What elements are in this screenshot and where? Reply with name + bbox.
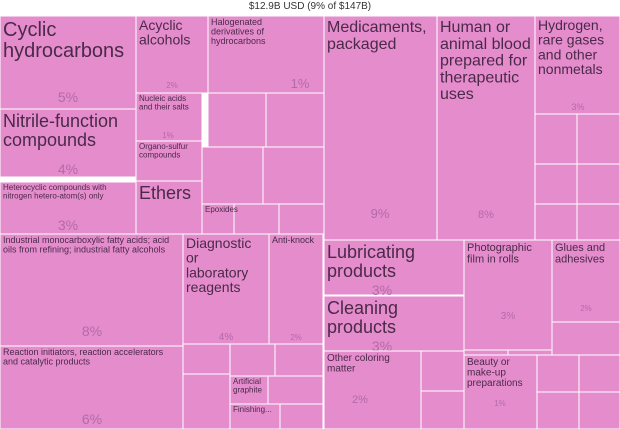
cell-percent: 1%: [291, 76, 310, 91]
cell-label: Reaction initiators, reaction accelerato…: [3, 347, 164, 366]
cell-label: Organo-sulfur compounds: [139, 142, 188, 159]
cell-percent: 5%: [58, 89, 78, 105]
cell-label: Finishing...: [233, 405, 272, 414]
cell-percent: 4%: [58, 161, 78, 177]
treemap-cell[interactable]: [534, 203, 578, 241]
cell-percent: 1%: [494, 399, 506, 408]
cell-percent: 2%: [166, 81, 178, 90]
treemap-cell[interactable]: [578, 354, 620, 393]
cell-label: Epoxides: [205, 205, 238, 214]
treemap-cell[interactable]: [274, 343, 324, 377]
cell-percent: 3%: [571, 102, 584, 112]
cell-label: Ethers: [139, 183, 191, 203]
treemap-cell[interactable]: [323, 239, 465, 296]
cell-label: Hydrogen, rare gases and other nonmetals: [538, 17, 604, 77]
treemap-cell[interactable]: [135, 180, 203, 235]
treemap-cell[interactable]: [323, 350, 422, 429]
treemap-cell[interactable]: [268, 233, 324, 345]
cell-percent: 3%: [58, 217, 78, 233]
cell-label: Acyclic alcohols: [139, 17, 190, 48]
cell-label: Cyclic hydrocarbons: [3, 19, 124, 62]
treemap-cell[interactable]: [420, 350, 465, 392]
cell-label: Industrial monocarboxylic fatty acids; a…: [3, 235, 169, 254]
treemap-cell[interactable]: [463, 349, 509, 356]
treemap: Cyclic hydrocarbons 5% Acyclic alcohols 2% Hal…: [0, 15, 620, 429]
treemap-cell[interactable]: [578, 391, 620, 429]
treemap-cell[interactable]: [536, 354, 580, 393]
treemap-cell[interactable]: [0, 345, 184, 429]
treemap-cell[interactable]: [576, 163, 620, 205]
treemap-cell[interactable]: [0, 15, 137, 110]
treemap-cell[interactable]: [201, 146, 264, 205]
cell-label: Diagnostic or laboratory reagents: [186, 235, 251, 295]
treemap-cell[interactable]: [182, 343, 231, 375]
treemap-cell[interactable]: [229, 403, 281, 429]
treemap-cell[interactable]: [551, 239, 620, 323]
cell-percent: 2%: [352, 394, 368, 406]
cell-label: Human or animal blood prepared for therapeu…: [440, 19, 531, 103]
treemap-cell[interactable]: [534, 163, 578, 205]
cell-label: Medicaments, packaged: [327, 19, 427, 53]
treemap-cell[interactable]: [135, 15, 209, 94]
cell-percent: 6%: [82, 411, 102, 427]
treemap-cell[interactable]: [534, 113, 578, 165]
treemap-cell[interactable]: [279, 403, 324, 429]
treemap-cell[interactable]: [420, 390, 465, 429]
cell-label: Beauty or make-up preparations: [467, 357, 523, 389]
cell-label: Artificial graphite: [233, 377, 262, 394]
treemap-cell[interactable]: [229, 375, 269, 405]
treemap-cell[interactable]: [265, 92, 325, 148]
cell-percent: 8%: [478, 209, 494, 221]
cell-percent: 3%: [501, 311, 516, 322]
cell-label: Nitrile-function compounds: [3, 111, 118, 150]
treemap-cell[interactable]: [576, 203, 620, 241]
treemap-cell[interactable]: [233, 203, 280, 235]
treemap-cell[interactable]: [323, 15, 438, 241]
cell-label: Lubricating products: [327, 242, 415, 281]
treemap-cell[interactable]: [207, 15, 325, 94]
chart-title: $12.9B USD (9% of $147B): [248, 1, 372, 12]
cell-label: Halogenated derivatives of hydrocarbons: [211, 17, 266, 46]
cell-percent: 2%: [290, 333, 302, 342]
cell-label: Heterocyclic compounds with nitrogen hete…: [3, 183, 107, 200]
cell-label: Other coloring matter: [327, 353, 390, 375]
cell-percent: 1%: [162, 131, 174, 140]
cell-percent: 4%: [219, 332, 234, 343]
treemap-cell[interactable]: [507, 349, 553, 356]
cell-percent: 3%: [372, 338, 392, 354]
treemap-cell[interactable]: [0, 181, 137, 235]
cell-percent: 9%: [371, 206, 390, 221]
treemap-cell[interactable]: [135, 92, 203, 142]
cell-label: Photographic film in rolls: [467, 242, 532, 266]
treemap-cell[interactable]: [463, 354, 538, 429]
cell-label: Nucleic acids and their salts: [139, 94, 189, 111]
treemap-cell[interactable]: [536, 391, 580, 429]
treemap-cell[interactable]: [182, 373, 231, 429]
treemap-cell[interactable]: [463, 239, 553, 351]
treemap-cell[interactable]: [182, 233, 270, 345]
cell-percent: 8%: [82, 323, 102, 339]
treemap-cell[interactable]: [207, 92, 267, 148]
cell-percent: 2%: [580, 304, 592, 313]
treemap-cell[interactable]: [534, 15, 620, 115]
treemap-cell[interactable]: [436, 15, 536, 241]
treemap-cell[interactable]: [229, 343, 276, 377]
cell-label: Anti-knock: [272, 235, 315, 245]
treemap-cell[interactable]: [278, 203, 325, 235]
treemap-cell[interactable]: [551, 321, 620, 356]
cell-label: Cleaning products: [327, 298, 398, 337]
treemap-cell[interactable]: [576, 113, 620, 165]
cell-percent: 3%: [372, 282, 392, 298]
cell-label: Glues and adhesives: [555, 242, 605, 266]
treemap-cell[interactable]: [262, 146, 325, 205]
